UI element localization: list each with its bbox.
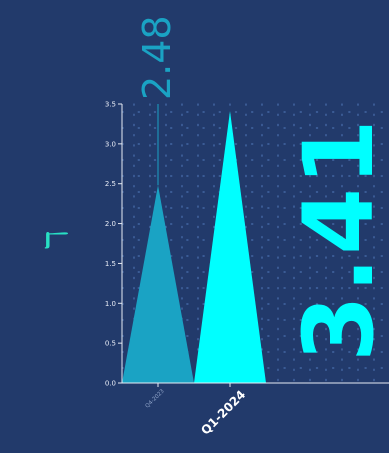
y-tick-label: 0.5 <box>105 340 116 348</box>
annotation-current-value: 3.41 <box>283 117 389 362</box>
y-tick-label: 3.5 <box>105 101 116 109</box>
annotation-previous-value: 2.48 <box>135 15 179 100</box>
x-tick-label: Q4-2023 <box>145 388 166 409</box>
axes: 0.0 0.5 1.0 1.5 2.0 2.5 3.0 3.5 <box>105 101 389 388</box>
marks <box>122 104 266 383</box>
y-axis-label: ℸ <box>40 230 75 249</box>
y-tick-label: 1.5 <box>105 260 116 268</box>
y-tick-label: 3.0 <box>105 140 116 148</box>
y-tick-label: 2.0 <box>105 220 116 228</box>
data-mark-previous <box>122 185 194 383</box>
y-tick-label: 1.0 <box>105 300 116 308</box>
data-mark-current <box>194 111 266 383</box>
y-tick-label: 2.5 <box>105 180 116 188</box>
x-tick-label: Q1-2024 <box>198 387 248 437</box>
y-tick-label: 0.0 <box>105 380 116 388</box>
